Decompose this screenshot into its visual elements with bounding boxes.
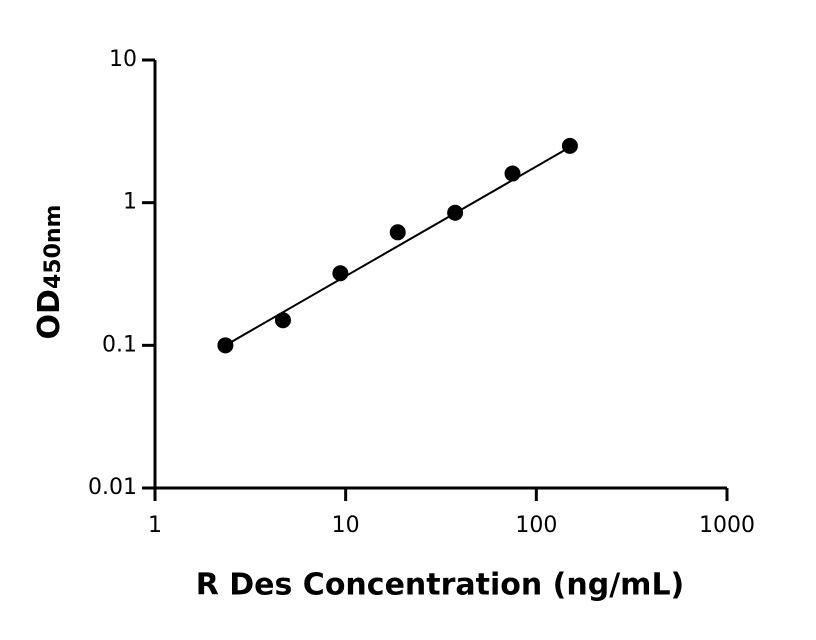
data-point [332, 265, 349, 282]
data-point [504, 165, 521, 182]
x-tick-label: 1000 [699, 513, 755, 538]
data-point [389, 224, 406, 241]
data-point [447, 204, 464, 221]
x-tick-label: 1 [148, 513, 162, 538]
y-tick-label: 10 [109, 47, 137, 72]
y-axis-title-main: OD [32, 289, 67, 339]
x-axis-title: R Des Concentration (ng/mL) [196, 568, 685, 603]
data-point [217, 337, 234, 354]
y-tick-label: 1 [123, 190, 137, 215]
y-tick-label: 0.01 [88, 475, 137, 500]
y-axis-title: OD450nm [32, 205, 67, 340]
data-point [561, 137, 578, 154]
y-axis-title-sub: 450nm [41, 205, 66, 290]
x-tick-label: 10 [332, 513, 360, 538]
y-tick-label: 0.1 [102, 332, 137, 357]
x-tick-label: 100 [515, 513, 557, 538]
data-point [274, 312, 291, 329]
